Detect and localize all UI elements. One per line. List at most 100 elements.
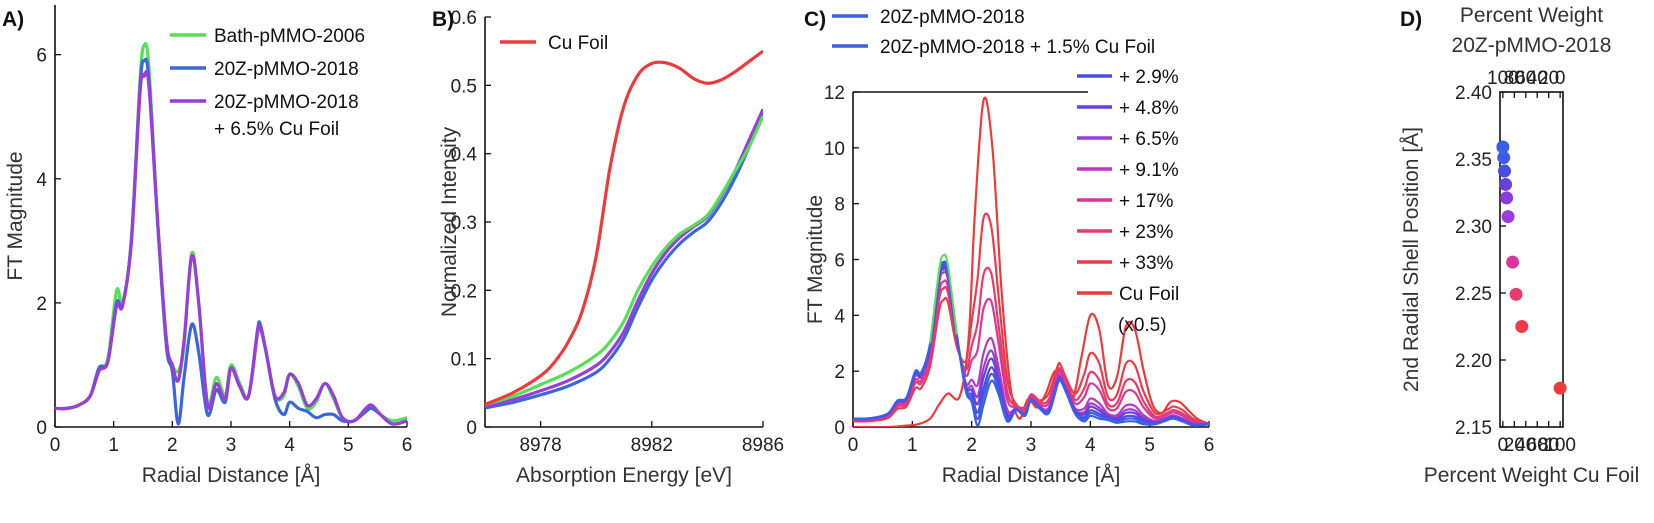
legend-entry: 20Z-pMMO-2018: [214, 92, 359, 113]
data-point: [1501, 210, 1515, 224]
data-point: [1506, 255, 1520, 269]
top-axis-title: 20Z-pMMO-2018: [1452, 34, 1612, 57]
x-tick-label: 8986: [742, 435, 784, 456]
x-tick-label: 100: [1544, 435, 1576, 456]
legend-entry: 20Z-pMMO-2018: [214, 59, 359, 80]
top-x-tick-label: 40: [1527, 68, 1548, 89]
x-tick-label: 4: [284, 435, 295, 456]
y-tick-label: 2.20: [1455, 351, 1492, 372]
series-line: [485, 49, 763, 406]
legend-entry: + 9.1%: [1119, 160, 1179, 181]
y-tick-label: 0.3: [451, 213, 477, 234]
x-tick-label: 20: [1504, 435, 1525, 456]
x-tick-label: 1: [907, 435, 918, 456]
panel-b: 8978 8982 8986 0 0.1 0.2 0.3 0.4 0.5 0.6 Absorptio…: [432, 8, 784, 487]
data-point: [1498, 164, 1512, 178]
y-axis-label: Normalized Intensity: [438, 126, 461, 317]
y-tick-label: 0: [466, 418, 477, 439]
y-axis-label: FT Magnitude: [4, 151, 27, 280]
x-tick-label: 6: [402, 435, 413, 456]
data-point: [1509, 287, 1523, 301]
y-tick-label: 2.40: [1455, 83, 1492, 104]
y-tick-label: 4: [36, 170, 47, 191]
y-tick-label: 0: [36, 418, 47, 439]
data-point: [1496, 140, 1510, 154]
legend-entry: Cu Foil: [548, 33, 608, 54]
top-x-tick-label: 100: [1487, 68, 1519, 89]
series-line: [853, 279, 1209, 425]
legend-entry: 20Z-pMMO-2018: [880, 7, 1025, 28]
series-line: [485, 112, 763, 410]
x-tick-label: 8978: [519, 435, 561, 456]
legend-entry: + 33%: [1119, 253, 1174, 274]
top-x-tick-label: 20: [1538, 68, 1559, 89]
x-tick-label: 3: [226, 435, 237, 456]
x-axis-label: Radial Distance [Å]: [942, 464, 1121, 487]
y-tick-label: 6: [36, 46, 47, 67]
data-point: [1515, 320, 1529, 333]
y-tick-label: 6: [834, 251, 845, 272]
x-tick-label: 2: [966, 435, 977, 456]
plot-frame: [1499, 91, 1564, 428]
y-tick-label: 0.4: [451, 145, 478, 166]
panel-a: 0 1 2 3 4 5 6 0 2 4 6 Radial Distance [Å] FT Magnitu…: [2, 5, 412, 487]
y-tick-label: 0.2: [451, 281, 477, 302]
legend-entry: (x0.5): [1118, 315, 1167, 336]
data-point: [1500, 191, 1514, 205]
series-lines: [853, 96, 1209, 427]
y-tick-label: 2: [36, 294, 47, 315]
x-axis-label: Percent Weight Cu Foil: [1424, 464, 1640, 487]
series-line: [853, 212, 1209, 425]
x-tick-label: 8982: [631, 435, 673, 456]
x-tick-label: 0: [1498, 435, 1509, 456]
x-tick-label: 6: [1204, 435, 1215, 456]
y-tick-label: 2: [834, 362, 845, 383]
y-axis-label: 2nd Radial Shell Position [Å]: [1400, 127, 1423, 392]
panel-letter: B): [432, 8, 454, 31]
y-tick-label: 2.30: [1455, 217, 1492, 238]
x-tick-label: 5: [343, 435, 354, 456]
x-tick-label: 40: [1515, 435, 1536, 456]
panel-letter: D): [1400, 8, 1422, 31]
x-tick-label: 3: [1026, 435, 1037, 456]
data-point: [1553, 381, 1567, 395]
legend-entry: + 6.5%: [1119, 129, 1179, 150]
series-line: [485, 108, 763, 409]
top-x-tick-label: 80: [1504, 68, 1525, 89]
top-axis-title: Percent Weight: [1460, 4, 1603, 27]
x-tick-label: 0: [848, 435, 859, 456]
series-line: [55, 69, 407, 426]
x-tick-label: 80: [1538, 435, 1559, 456]
legend-entry: Bath-pMMO-2006: [214, 26, 365, 47]
x-tick-label: 5: [1144, 435, 1155, 456]
legend-entry: + 2.9%: [1119, 67, 1179, 88]
y-tick-label: 10: [824, 139, 845, 160]
y-tick-label: 4: [834, 306, 845, 327]
x-tick-label: 1: [108, 435, 119, 456]
legend-entry: + 6.5% Cu Foil: [214, 119, 339, 140]
y-tick-label: 2.25: [1455, 284, 1492, 305]
series-line: [853, 260, 1209, 427]
y-tick-label: 8: [834, 195, 845, 216]
y-tick-label: 0: [834, 418, 845, 439]
legend-entry: + 17%: [1119, 191, 1174, 212]
legend-entry: Cu Foil: [1119, 284, 1179, 305]
y-tick-label: 0.5: [451, 76, 477, 97]
y-tick-label: 0.1: [451, 350, 477, 371]
y-tick-label: 12: [824, 83, 845, 104]
x-axis-label: Absorption Energy [eV]: [516, 464, 732, 487]
legend-entry: 20Z-pMMO-2018 + 1.5% Cu Foil: [880, 37, 1155, 58]
panel-d: 0204060801001008060402002.152.202.252.30…: [1400, 4, 1639, 487]
y-tick-label: 2.15: [1455, 418, 1492, 439]
top-x-tick-label: 0: [1555, 68, 1566, 89]
y-tick-label: 0.6: [451, 8, 477, 29]
data-point: [1499, 177, 1513, 191]
series-line: [929, 253, 958, 344]
y-axis-label: FT Magnitude: [804, 195, 827, 324]
x-axis-label: Radial Distance [Å]: [142, 464, 321, 487]
panel-letter: A): [2, 8, 24, 31]
top-x-tick-label: 60: [1515, 68, 1536, 89]
series-lines: [485, 49, 763, 410]
y-tick-label: 2.35: [1455, 150, 1492, 171]
